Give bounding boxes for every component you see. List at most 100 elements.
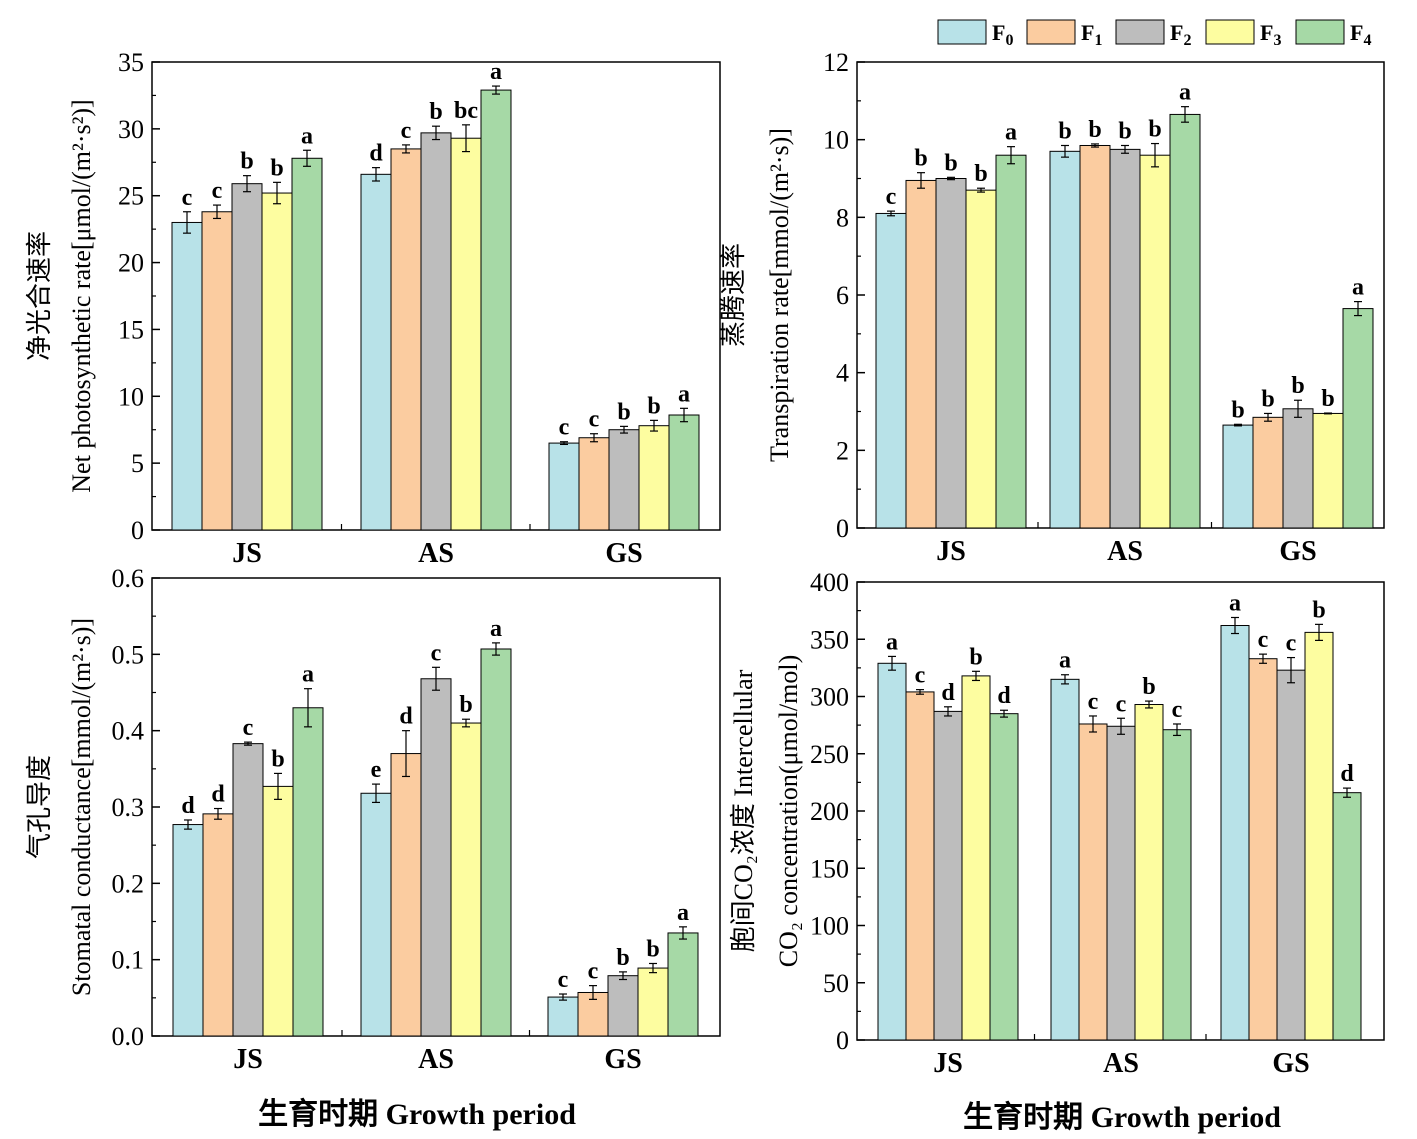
legend-swatch-f1 xyxy=(1026,19,1076,45)
bar-f0-js xyxy=(171,221,203,531)
significance-letter: b xyxy=(617,399,630,425)
bar-f0-gs xyxy=(1220,625,1250,1041)
bar-f2-as xyxy=(1106,725,1136,1041)
y-tick-label: 2 xyxy=(836,436,849,465)
y-tick-label: 0.4 xyxy=(112,717,145,746)
bar-f1-as xyxy=(1078,723,1108,1041)
y-tick-label: 0 xyxy=(836,514,849,543)
y-tick-label: 30 xyxy=(118,115,144,144)
legend-label-f1: F1 xyxy=(1081,20,1102,49)
significance-letter: d xyxy=(997,683,1011,709)
bar-f0-gs xyxy=(548,442,580,531)
y-tick-label: 0.6 xyxy=(112,564,145,593)
bar-f3-gs xyxy=(637,967,669,1037)
bar-f3-js xyxy=(262,785,294,1037)
bar-f3-as xyxy=(1139,154,1171,529)
significance-letter: c xyxy=(886,184,897,210)
bar-f2-gs xyxy=(608,429,640,531)
significance-letter: c xyxy=(915,663,926,689)
significance-letter: e xyxy=(371,757,382,783)
bar-f0-js xyxy=(172,824,204,1037)
y-tick-label: 12 xyxy=(823,48,849,77)
significance-letter: c xyxy=(559,415,570,441)
significance-letter: b xyxy=(271,746,284,772)
bar-f1-js xyxy=(201,211,233,531)
significance-letter: b xyxy=(1058,118,1071,144)
y-tick-label: 15 xyxy=(118,315,144,344)
significance-letter: c xyxy=(212,178,223,204)
x-category-label: JS xyxy=(232,538,262,569)
bar-f3-js xyxy=(965,189,997,529)
bar-f3-js xyxy=(261,192,293,531)
bar-f0-gs xyxy=(547,996,579,1037)
significance-letter: d xyxy=(369,141,383,167)
y-tick-label: 0.2 xyxy=(112,869,145,898)
bar-f4-gs xyxy=(667,932,699,1037)
significance-letter: d xyxy=(399,704,413,730)
x-category-label: AS xyxy=(1107,536,1143,567)
significance-letter: b xyxy=(1321,386,1334,412)
bar-f1-as xyxy=(390,148,422,531)
bar-f4-as xyxy=(1169,113,1201,529)
y-tick-label: 10 xyxy=(118,382,144,411)
bar-f2-js xyxy=(933,710,963,1041)
y-axis-title-en: CO₂ concentration(μmol/mol) xyxy=(774,655,803,968)
significance-letter: b xyxy=(1148,117,1161,143)
significance-letter: b xyxy=(1231,397,1244,423)
y-tick-label: 250 xyxy=(810,740,849,769)
significance-letter: c xyxy=(1286,631,1297,657)
significance-letter: c xyxy=(588,959,599,985)
significance-letter: b xyxy=(1312,597,1325,623)
bar-f4-js xyxy=(292,707,324,1037)
significance-letter: a xyxy=(886,629,898,655)
y-tick-label: 0.3 xyxy=(112,793,145,822)
bar-f3-as xyxy=(450,722,482,1037)
significance-letter: d xyxy=(211,782,225,808)
bar-f0-as xyxy=(360,792,392,1037)
bar-f3-gs xyxy=(1312,412,1344,529)
y-tick-label: 200 xyxy=(810,797,849,826)
bar-f1-gs xyxy=(578,437,610,531)
y-axis-title-cn: 净光合速率 xyxy=(25,231,54,361)
y-tick-label: 6 xyxy=(836,281,849,310)
significance-letter: c xyxy=(1116,691,1127,717)
bar-f4-as xyxy=(480,648,512,1037)
bar-f2-as xyxy=(1109,148,1141,529)
x-category-label: JS xyxy=(936,536,966,567)
significance-letter: b xyxy=(616,945,629,971)
y-tick-label: 300 xyxy=(810,683,849,712)
y-axis-title-en: Transpiration rate[mmol/(m²·s)] xyxy=(765,128,794,462)
bar-f2-as xyxy=(420,132,452,531)
bar-f3-gs xyxy=(638,425,670,531)
bar-f0-as xyxy=(360,173,392,531)
shared-xlabel-right: 生育时期 Growth period xyxy=(963,1100,1281,1134)
y-tick-label: 35 xyxy=(118,48,144,77)
significance-letter: a xyxy=(1005,120,1017,146)
significance-letter: b xyxy=(1142,674,1155,700)
y-tick-label: 5 xyxy=(131,449,144,478)
y-tick-label: 0.1 xyxy=(112,946,145,975)
y-axis-title-cn: 胞间CO₂浓度 Intercellular xyxy=(729,669,758,952)
bar-f1-as xyxy=(1079,144,1111,529)
bar-f1-gs xyxy=(1248,658,1278,1041)
significance-letter: c xyxy=(401,118,412,144)
legend: F0 F1 F2 F3 F4 xyxy=(937,19,1371,49)
bar-f4-as xyxy=(1162,729,1192,1041)
significance-letter: b xyxy=(1118,118,1131,144)
significance-letter: b xyxy=(974,161,987,187)
bar-f4-gs xyxy=(668,414,700,531)
significance-letter: b xyxy=(429,99,442,125)
significance-letter: b xyxy=(914,146,927,172)
legend-swatch-f2 xyxy=(1115,19,1165,45)
y-axis-title-cn: 蒸腾速率 xyxy=(719,243,748,347)
bar-f4-gs xyxy=(1332,792,1362,1041)
bar-f0-gs xyxy=(1222,424,1254,529)
x-category-label: AS xyxy=(1103,1048,1139,1079)
significance-letter: d xyxy=(941,680,955,706)
significance-letter: c xyxy=(1088,689,1099,715)
significance-letter: b xyxy=(459,692,472,718)
x-category-label: AS xyxy=(418,538,454,569)
